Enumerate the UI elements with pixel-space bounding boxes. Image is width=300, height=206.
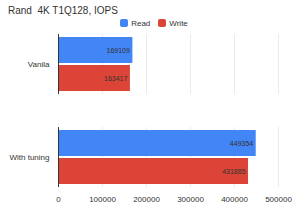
svg-text:Vanila: Vanila	[28, 60, 50, 69]
svg-text:200000: 200000	[133, 195, 160, 204]
svg-text:169109: 169109	[107, 47, 130, 54]
svg-text:With tuning: With tuning	[9, 153, 49, 162]
svg-text:300000: 300000	[177, 195, 204, 204]
html-text:Read: Read	[131, 19, 151, 28]
svg-text:400000: 400000	[221, 195, 248, 204]
svg-text:100000: 100000	[89, 195, 116, 204]
html-text:Rand 4K T1Q128, IOPS: Rand 4K T1Q128, IOPS	[8, 5, 118, 16]
svg-text:163417: 163417	[104, 75, 127, 82]
html-text:Write: Write	[169, 19, 188, 28]
svg-text:449354: 449354	[230, 140, 253, 147]
svg-text:500000: 500000	[265, 195, 292, 204]
svg-text:0: 0	[56, 195, 61, 204]
svg-text:431885: 431885	[222, 168, 245, 175]
